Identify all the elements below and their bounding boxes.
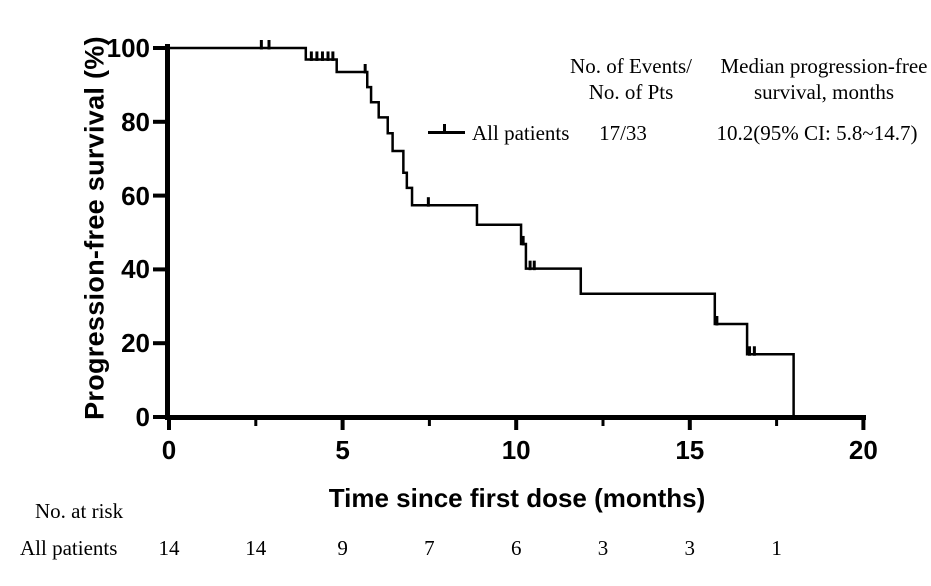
y-axis-tick [153,119,165,124]
km-line-marker-icon [428,124,465,134]
risk-table-title: No. at risk [35,499,124,523]
x-axis-minor-tick [601,420,605,426]
x-axis-minor-tick [254,420,258,426]
x-tick-label: 10 [501,435,531,465]
x-axis-major-tick [687,420,692,430]
risk-count: 3 [597,536,609,560]
risk-count: 9 [337,536,348,560]
risk-count: 14 [245,536,267,560]
x-axis-major-tick [861,420,866,430]
risk-count: 1 [771,536,782,560]
y-axis-tick [153,341,165,346]
risk-row-label: All patients [20,536,118,560]
x-tick-label: 0 [161,435,177,465]
risk-count: 3 [684,536,696,560]
x-tick-label: 5 [335,435,350,465]
x-axis-minor-tick [775,420,779,426]
y-tick-label: 0 [135,402,150,432]
y-tick-label: 80 [121,106,150,137]
x-tick-label: 20 [848,435,878,465]
y-axis-tick [153,267,165,272]
censor-tick-icon [443,124,446,134]
legend-header-events-line1: No. of Events/ [570,54,692,78]
x-axis-minor-tick [427,420,431,426]
y-axis-tick [153,415,165,419]
y-axis-tick [153,193,165,198]
legend-series-label: All patients [472,121,570,145]
legend-header-events-line2: No. of Pts [588,80,674,104]
y-axis-tick [153,46,165,50]
legend-header-events: No. of Events/ No. of Pts [570,53,692,105]
x-axis-major-tick [340,420,345,430]
y-tick-label: 60 [121,180,150,211]
km-step-curve [169,46,795,417]
x-axis-major-tick [514,420,519,430]
y-tick-label: 40 [121,254,150,285]
risk-count: 14 [158,536,180,560]
y-tick-label: 100 [106,33,150,63]
y-tick-label: 20 [121,328,150,359]
legend-header-median-line2: survival, months [753,80,894,104]
legend-events-value: 17/33 [599,121,647,145]
x-tick-label: 15 [675,435,705,465]
risk-count: 6 [510,536,522,560]
y-axis-spine [165,44,170,420]
risk-count: 7 [424,536,435,560]
y-axis-title: Progression-free survival (%) [79,36,110,420]
legend-median-value: 10.2(95% CI: 5.8~14.7) [716,121,918,145]
x-axis-major-tick [167,420,171,430]
legend-header-median: Median progression-free survival, months [720,53,927,105]
legend-header-median-line1: Median progression-free [720,54,928,78]
x-axis-spine [165,415,866,420]
x-axis-title: Time since first dose (months) [328,483,706,513]
